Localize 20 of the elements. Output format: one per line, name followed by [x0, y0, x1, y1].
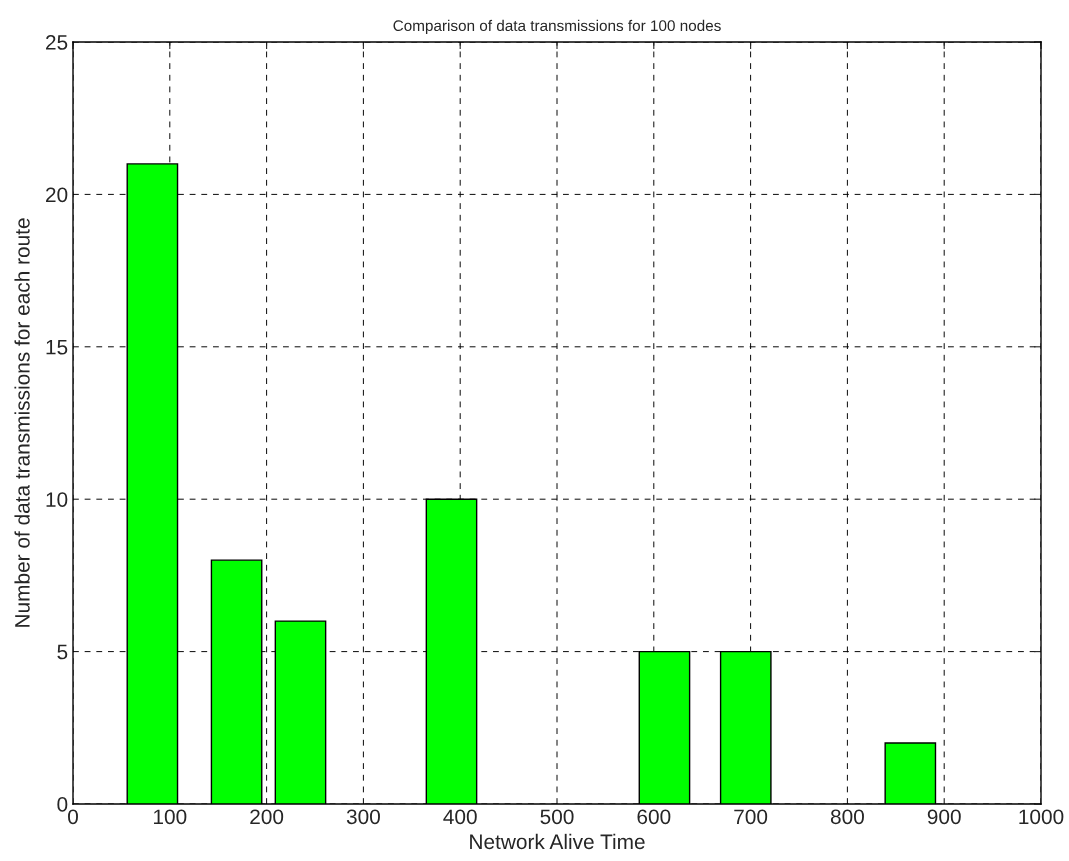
- x-tick-label: 700: [734, 809, 768, 825]
- y-tick-label: 15: [46, 340, 68, 355]
- x-tick-label: 500: [540, 809, 574, 825]
- x-axis-title: Network Alive Time: [470, 833, 645, 850]
- y-axis-title: Number of data transmissions for each route: [14, 218, 30, 627]
- y-tick-label: 0: [57, 797, 68, 812]
- x-tick-label: 800: [830, 809, 864, 825]
- x-tick-label: 200: [250, 809, 284, 825]
- y-tick-label: 10: [46, 492, 68, 507]
- x-tick-label: 0: [68, 809, 78, 825]
- y-tick-label: 5: [57, 644, 68, 660]
- chart-title: Comparison of data transmissions for 100 nodes: [393, 19, 721, 35]
- x-tick-label: 400: [443, 809, 477, 825]
- y-tick-label: 25: [46, 35, 68, 50]
- x-tick-label: 600: [637, 809, 671, 825]
- x-tick-label: 1000: [1019, 809, 1064, 825]
- x-tick-label: 900: [927, 809, 961, 825]
- y-tick-label: 20: [46, 187, 68, 203]
- x-tick-label: 100: [154, 809, 187, 825]
- x-tick-label: 300: [346, 809, 380, 825]
